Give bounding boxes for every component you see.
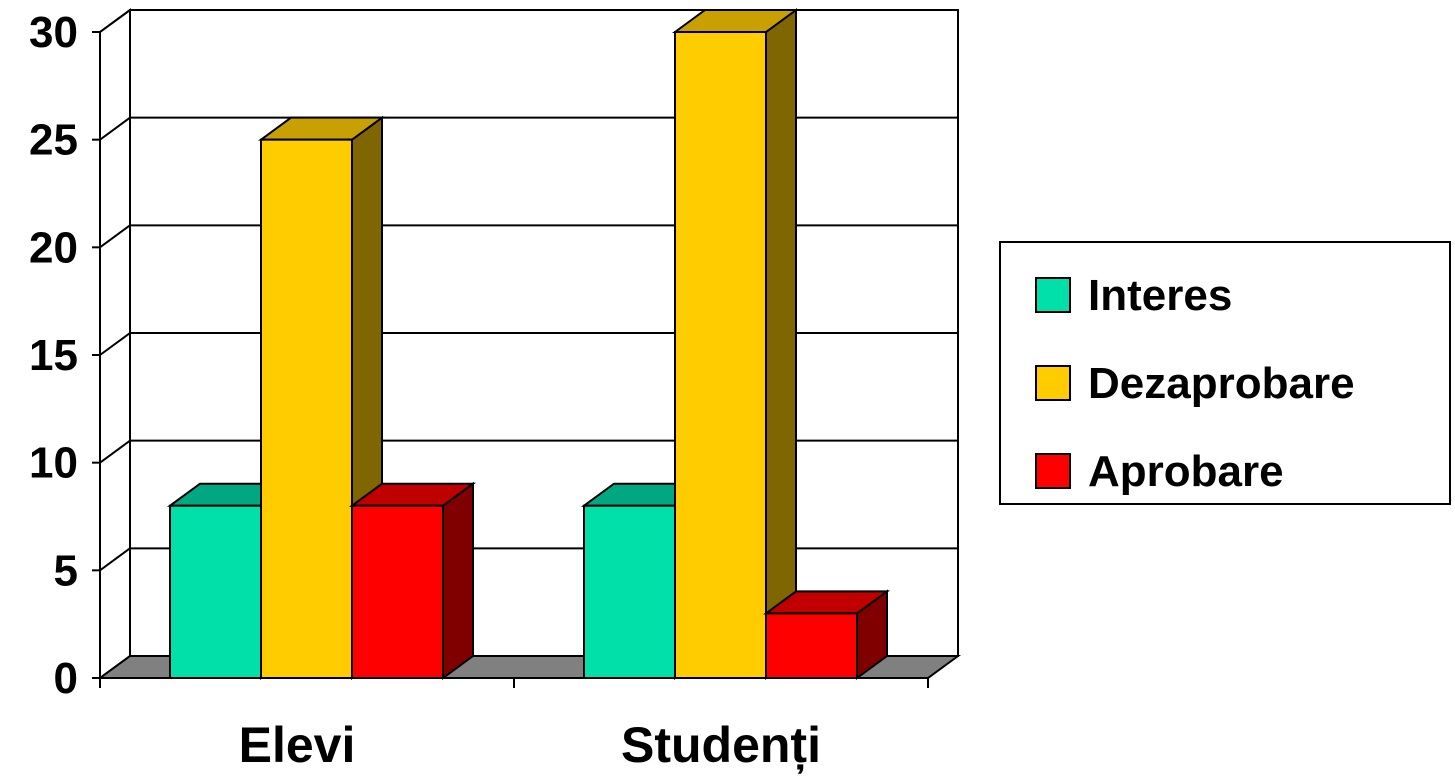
x-tick-label: Studenți xyxy=(621,717,821,773)
legend-swatch xyxy=(1035,453,1071,489)
legend-label: Dezaprobare xyxy=(1088,359,1355,408)
legend-label: Interes xyxy=(1088,271,1232,320)
x-tick-labels: Elevi Studenți xyxy=(239,717,821,773)
gridline-side xyxy=(99,439,131,464)
gridline-side xyxy=(99,9,131,33)
legend-swatch xyxy=(1035,277,1071,313)
bar xyxy=(583,504,676,679)
y-tick-labels: 0 5 10 15 20 25 30 xyxy=(29,8,78,703)
gridline-side xyxy=(99,224,131,249)
bar-side xyxy=(442,481,474,680)
legend-label: Aprobare xyxy=(1088,447,1284,496)
gridline-side xyxy=(99,332,131,356)
legend: Interes Dezaprobare Aprobare xyxy=(999,241,1451,505)
legend-box xyxy=(999,241,1451,505)
gridline-side xyxy=(99,547,131,572)
bar xyxy=(351,504,444,679)
bar xyxy=(169,504,262,679)
y-tick-label: 5 xyxy=(54,546,78,595)
y-tick-label: 0 xyxy=(54,654,78,703)
y-tick-label: 20 xyxy=(29,223,78,272)
gridline-side xyxy=(99,116,131,141)
x-tick-label: Elevi xyxy=(239,717,356,773)
bar xyxy=(674,31,767,679)
y-tick-label: 25 xyxy=(29,116,78,165)
bar xyxy=(765,612,858,680)
bar-side xyxy=(765,8,797,680)
bars xyxy=(166,8,891,680)
y-tick-label: 15 xyxy=(29,331,78,380)
bar xyxy=(260,138,353,679)
y-tick-label: 10 xyxy=(29,439,78,488)
legend-swatch xyxy=(1035,365,1071,401)
y-tick-label: 30 xyxy=(29,8,78,57)
